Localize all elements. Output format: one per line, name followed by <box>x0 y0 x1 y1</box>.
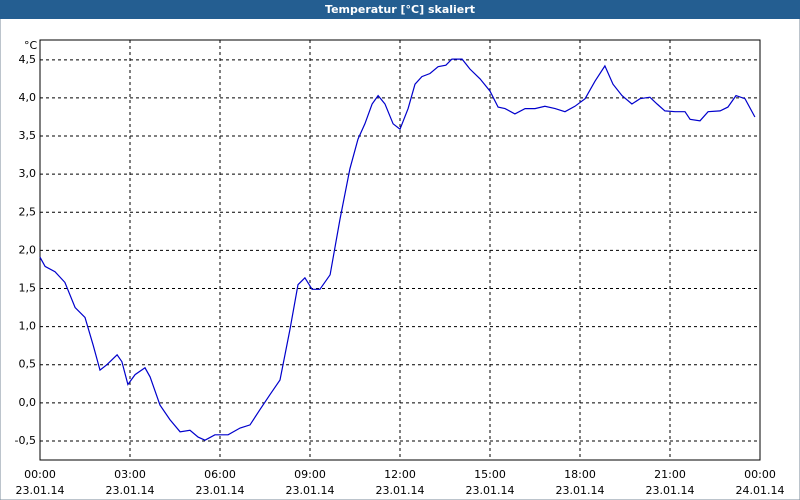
x-tick-label: 18:00 <box>564 468 596 481</box>
y-unit: °C <box>24 39 38 52</box>
y-tick-label: -0,5 <box>15 434 36 447</box>
x-tick-label: 12:00 <box>384 468 416 481</box>
y-tick-label: 2,0 <box>19 243 37 256</box>
x-tick-label: 21:00 <box>654 468 686 481</box>
x-tick-date: 23.01.14 <box>556 484 605 497</box>
y-tick-label: 2,5 <box>19 205 37 218</box>
x-tick-date: 23.01.14 <box>106 484 155 497</box>
x-tick-label: 06:00 <box>204 468 236 481</box>
y-tick-label: 4,5 <box>19 53 37 66</box>
y-tick-label: 3,5 <box>19 129 37 142</box>
x-tick-date: 23.01.14 <box>16 484 65 497</box>
y-tick-label: 0,5 <box>19 358 37 371</box>
x-tick-date: 23.01.14 <box>466 484 515 497</box>
y-tick-label: 1,0 <box>19 320 37 333</box>
y-tick-label: 4,0 <box>19 91 37 104</box>
x-tick-date: 23.01.14 <box>646 484 695 497</box>
x-tick-label: 00:00 <box>744 468 776 481</box>
x-tick-label: 15:00 <box>474 468 506 481</box>
title-bar <box>0 0 800 19</box>
y-tick-label: 1,5 <box>19 281 37 294</box>
x-tick-label: 09:00 <box>294 468 326 481</box>
x-tick-date: 23.01.14 <box>196 484 245 497</box>
data-line <box>39 58 756 441</box>
x-tick-date: 23.01.14 <box>376 484 425 497</box>
chart-title: Temperatur [°C] skaliert <box>325 3 475 16</box>
y-tick-label: 0,0 <box>19 396 37 409</box>
x-tick-label: 03:00 <box>114 468 146 481</box>
y-tick-label: 3,0 <box>19 167 37 180</box>
x-tick-date: 23.01.14 <box>286 484 335 497</box>
x-tick-label: 00:00 <box>24 468 56 481</box>
x-tick-date: 24.01.14 <box>736 484 785 497</box>
